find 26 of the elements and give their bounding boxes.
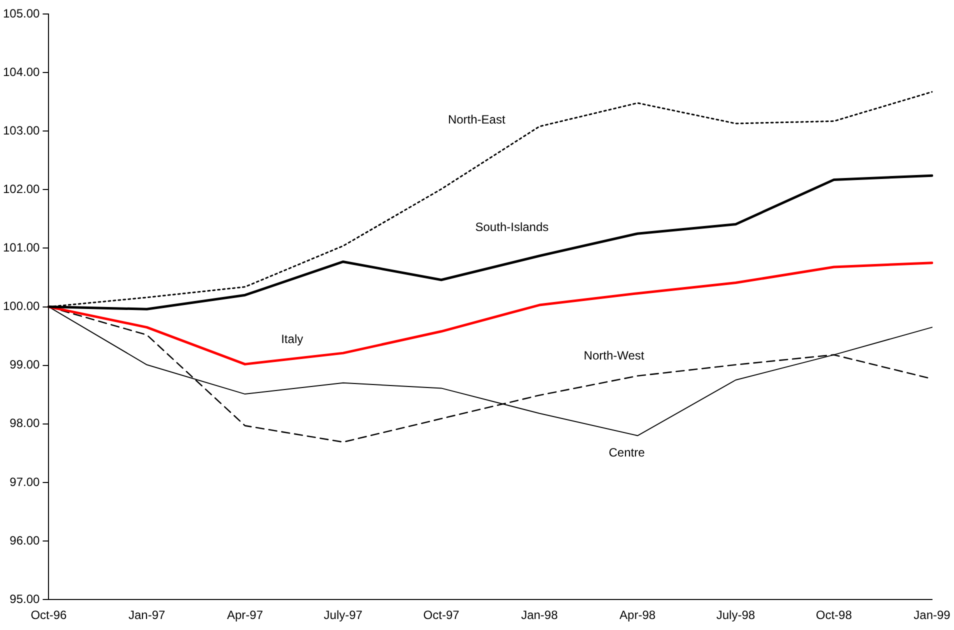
series-label: South-Islands: [475, 220, 549, 234]
y-tick-label: 97.00: [10, 474, 40, 489]
x-tick-label: Oct-98: [816, 608, 852, 622]
series-label: Centre: [608, 446, 646, 460]
x-tick-label: Oct-97: [423, 608, 460, 622]
y-tick-label: 95.00: [10, 592, 40, 606]
y-tick-label: 101.00: [3, 240, 40, 255]
y-tick-label: 102.00: [3, 182, 40, 196]
series-label: Italy: [281, 332, 304, 346]
x-tick-label: Jan-98: [521, 608, 558, 622]
x-tick-label: Oct-96: [30, 608, 68, 622]
x-tick-label: July-97: [324, 608, 363, 622]
y-tick-label: 98.00: [10, 416, 40, 430]
y-tick-label: 96.00: [10, 533, 40, 548]
x-tick-label: Jan-97: [128, 608, 166, 622]
y-tick-label: 99.00: [10, 358, 40, 372]
x-tick-label: Jan-99: [914, 608, 951, 622]
series-label: North-West: [584, 348, 645, 362]
series-label: North-East: [448, 112, 506, 126]
y-tick-label: 100.00: [3, 299, 40, 314]
y-tick-label: 104.00: [3, 64, 40, 79]
x-tick-label: Apr-97: [226, 608, 264, 622]
x-tick-label: Apr-98: [620, 608, 656, 622]
y-tick-label: 105.00: [3, 6, 40, 20]
y-tick-label: 103.00: [3, 123, 40, 138]
x-tick-label: July-98: [716, 608, 756, 622]
